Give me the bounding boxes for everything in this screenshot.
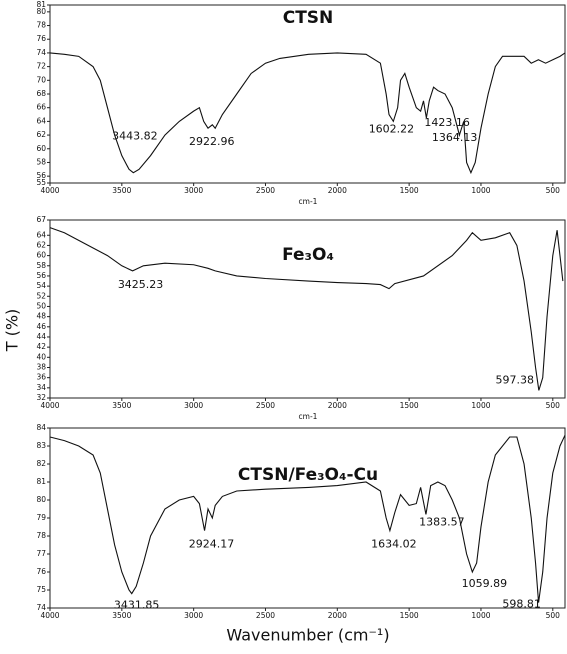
y-tick-label: 40 (36, 352, 46, 361)
x-tick-label: 3500 (112, 186, 131, 195)
y-tick-label: 62 (36, 130, 46, 139)
y-tick-label: 55 (36, 178, 46, 187)
y-tick-label: 60 (36, 251, 46, 260)
y-tick-label: 38 (36, 362, 46, 371)
panel-title: Fe₃O₄ (282, 245, 334, 265)
y-tick-label: 58 (36, 261, 46, 270)
spectrum-line (49, 434, 566, 603)
y-axis-label: T (%) (3, 309, 22, 353)
y-tick-label: 56 (36, 271, 46, 280)
x-tick-label: 3000 (184, 611, 203, 620)
y-tick-label: 46 (36, 322, 46, 331)
x-tick-label: 1000 (471, 401, 490, 410)
x-tick-label: 1500 (400, 611, 419, 620)
y-tick-label: 32 (36, 393, 46, 402)
x-axis-label: Wavenumber (cm⁻¹) (226, 626, 389, 645)
y-tick-label: 44 (36, 332, 46, 341)
x-tick-label: 2000 (328, 611, 347, 620)
x-tick-label: 2000 (328, 401, 347, 410)
y-tick-label: 76 (36, 567, 46, 576)
y-tick-label: 74 (36, 603, 46, 612)
x-tick-label: 4000 (40, 401, 59, 410)
peak-label: 3431.85 (114, 599, 160, 612)
peak-label: 2924.17 (189, 538, 235, 551)
panel-title: CTSN/Fe₃O₄-Cu (238, 465, 378, 485)
y-tick-label: 42 (36, 342, 46, 351)
peak-label: 3425.23 (118, 278, 164, 291)
x-tick-label: 3500 (112, 611, 131, 620)
plot-frame (49, 219, 566, 399)
y-tick-label: 81 (36, 477, 46, 486)
y-tick-label: 82 (36, 459, 46, 468)
y-tick-label: 79 (36, 513, 46, 522)
y-tick-label: 75 (36, 585, 46, 594)
y-tick-label: 81 (36, 0, 46, 9)
x-unit-label: cm-1 (299, 412, 318, 421)
y-tick-label: 67 (36, 215, 46, 224)
x-tick-label: 2500 (256, 611, 275, 620)
y-tick-label: 74 (36, 48, 46, 57)
y-tick-label: 78 (36, 21, 46, 30)
peak-label: 3443.82 (112, 130, 158, 143)
x-tick-label: 1500 (400, 186, 419, 195)
peak-label: 1383.57 (419, 515, 465, 528)
y-tick-label: 84 (36, 423, 46, 432)
y-tick-label: 64 (36, 230, 46, 239)
y-tick-label: 70 (36, 75, 46, 84)
x-tick-label: 500 (546, 186, 561, 195)
y-tick-label: 77 (36, 549, 46, 558)
peak-label: 1602.22 (369, 122, 415, 135)
peak-label: 1364.13 (432, 131, 478, 144)
x-tick-label: 1000 (471, 186, 490, 195)
peak-label: 1423.16 (424, 116, 470, 129)
x-tick-label: 2000 (328, 186, 347, 195)
peak-label: 598.81 (502, 598, 541, 611)
x-unit-label: cm-1 (299, 197, 318, 206)
peak-label: 2922.96 (189, 135, 235, 148)
x-tick-label: 4000 (40, 186, 59, 195)
y-tick-label: 76 (36, 34, 46, 43)
y-tick-label: 80 (36, 495, 46, 504)
x-tick-label: 500 (546, 611, 561, 620)
y-tick-label: 80 (36, 7, 46, 16)
y-tick-label: 83 (36, 441, 46, 450)
y-tick-label: 52 (36, 291, 46, 300)
peak-label: 1059.89 (462, 577, 508, 590)
y-tick-label: 50 (36, 301, 46, 310)
x-tick-label: 4000 (40, 611, 59, 620)
y-tick-label: 62 (36, 240, 46, 249)
x-tick-label: 2500 (256, 186, 275, 195)
y-tick-label: 56 (36, 171, 46, 180)
spectrum-line (49, 227, 564, 391)
y-tick-label: 36 (36, 373, 46, 382)
y-tick-label: 72 (36, 62, 46, 71)
x-tick-label: 2500 (256, 401, 275, 410)
y-tick-label: 54 (36, 281, 46, 290)
x-tick-label: 1500 (400, 401, 419, 410)
x-tick-label: 3500 (112, 401, 131, 410)
y-tick-label: 58 (36, 157, 46, 166)
y-tick-label: 68 (36, 89, 46, 98)
y-tick-label: 66 (36, 103, 46, 112)
x-tick-label: 3000 (184, 401, 203, 410)
peak-label: 597.38 (496, 373, 535, 386)
y-tick-label: 48 (36, 312, 46, 321)
y-tick-label: 78 (36, 531, 46, 540)
peak-label: 1634.02 (371, 538, 417, 551)
x-tick-label: 3000 (184, 186, 203, 195)
spectrum-line (49, 52, 566, 175)
y-tick-label: 60 (36, 144, 46, 153)
x-tick-label: 1000 (471, 611, 490, 620)
x-tick-label: 500 (546, 401, 561, 410)
y-tick-label: 34 (36, 383, 46, 392)
panel-title: CTSN (283, 8, 334, 28)
y-tick-label: 64 (36, 116, 46, 125)
